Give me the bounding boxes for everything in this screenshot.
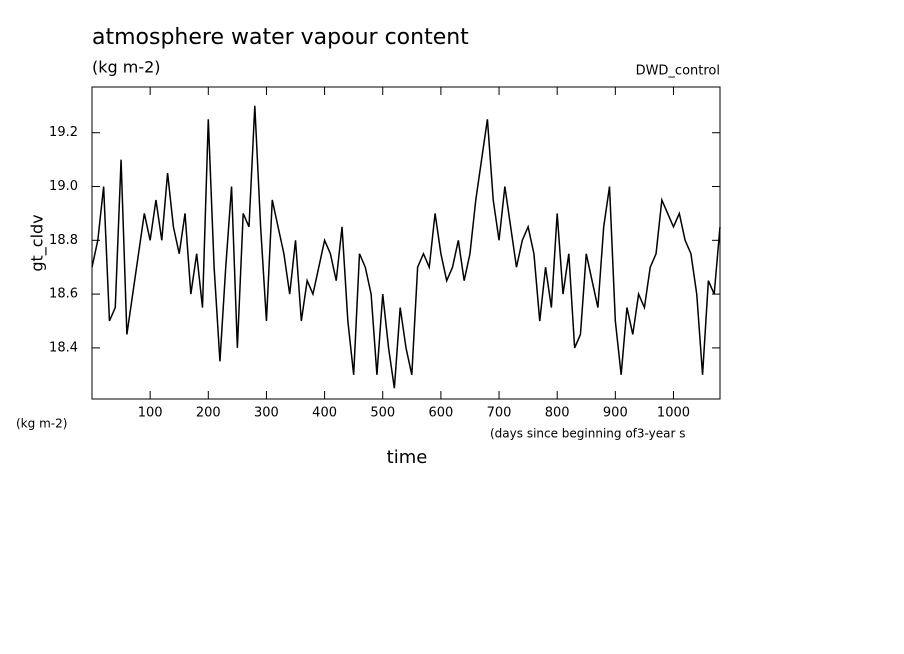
y-axis-label: gt_cldv (28, 214, 48, 271)
x-tick-label: 900 (603, 406, 628, 421)
x-tick-label: 200 (196, 406, 221, 421)
x-tick-label: 800 (545, 406, 570, 421)
y-tick-label: 18.4 (49, 340, 78, 355)
x-tick-label: 600 (428, 406, 453, 421)
x-unit-note: (days since beginning of3-year s (490, 427, 686, 441)
x-tick-label: 1000 (657, 406, 690, 421)
y-tick-label: 19.0 (49, 179, 78, 194)
x-tick-label: 400 (312, 406, 337, 421)
run-label: DWD_control (636, 64, 720, 79)
x-tick-label: 300 (254, 406, 279, 421)
x-axis-label: time (387, 447, 428, 468)
plot-frame (91, 86, 721, 400)
y-tick-label: 19.2 (49, 125, 78, 140)
chart-title: atmosphere water vapour content (92, 25, 469, 50)
x-tick-label: 500 (370, 406, 395, 421)
x-tick-label: 700 (487, 406, 512, 421)
y-tick-label: 18.8 (49, 233, 78, 248)
chart-subtitle: (kg m-2) (92, 58, 161, 77)
data-line (91, 105, 721, 389)
y-unit-note: (kg m-2) (16, 417, 67, 431)
y-tick-label: 18.6 (49, 287, 78, 302)
x-tick-label: 100 (138, 406, 163, 421)
